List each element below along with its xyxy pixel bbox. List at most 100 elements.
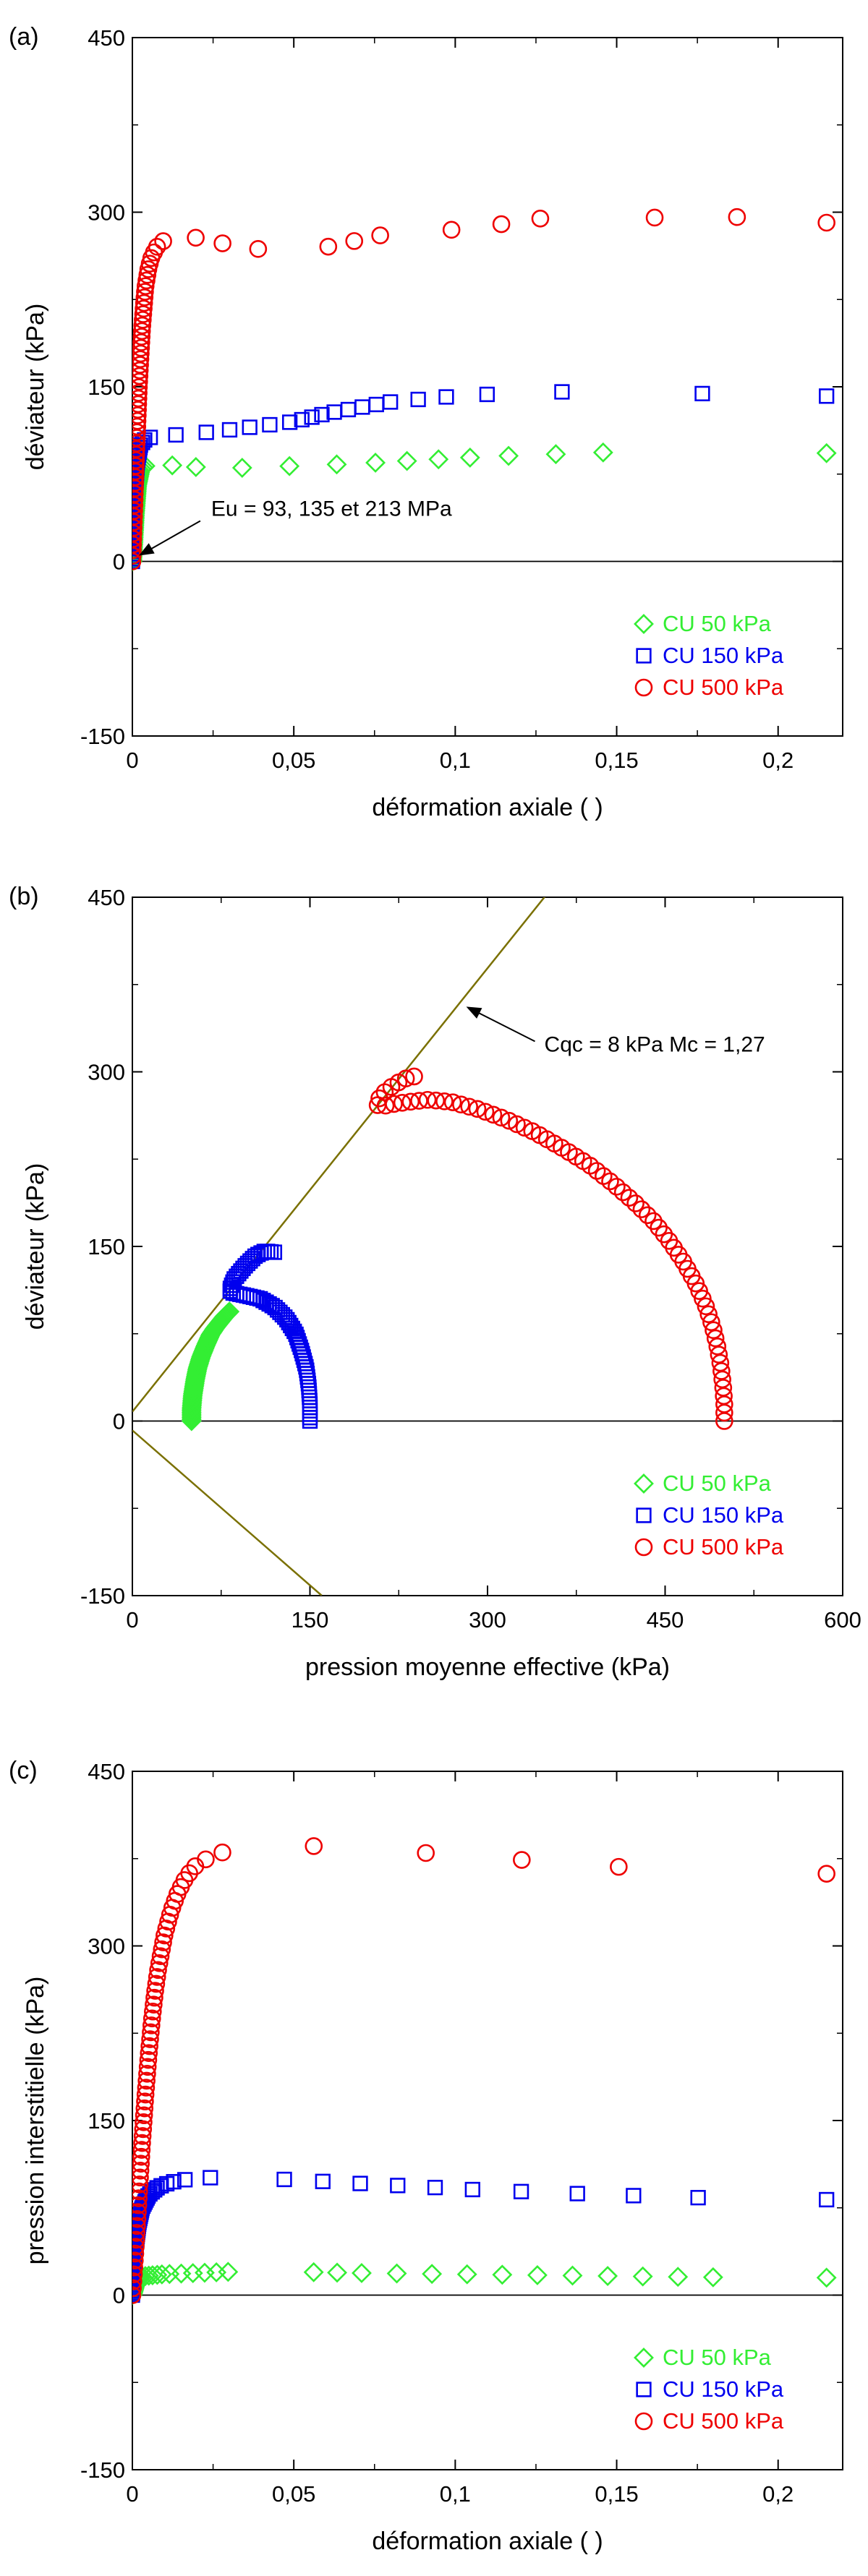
circle-marker — [135, 2099, 154, 2118]
circle-marker — [613, 1183, 632, 1202]
x-axis-label: déformation axiale ( ) — [372, 2528, 603, 2555]
square-marker — [149, 2180, 165, 2196]
circle-marker — [134, 311, 152, 329]
circle-marker — [132, 462, 145, 481]
circle-marker — [132, 2209, 147, 2228]
circle-marker — [319, 237, 338, 256]
circle-marker — [132, 406, 147, 424]
circle-marker — [136, 283, 154, 301]
diamond-marker — [386, 2263, 407, 2284]
circle-marker — [132, 2224, 146, 2242]
legend-label: CU 150 kPa — [663, 643, 784, 668]
legend-label: CU 500 kPa — [663, 2408, 784, 2434]
circle-marker — [513, 1851, 531, 1869]
circle-marker — [132, 468, 145, 487]
square-marker — [153, 2178, 169, 2194]
square-marker — [242, 419, 258, 435]
y-axis-label: pression interstitielle (kPa) — [22, 1977, 49, 2265]
circle-marker — [817, 213, 835, 232]
circle-marker — [626, 1194, 644, 1212]
square-marker — [368, 396, 384, 413]
circle-marker — [608, 1178, 626, 1196]
circle-marker — [500, 1111, 519, 1130]
circle-marker — [138, 265, 157, 284]
circle-marker — [132, 484, 144, 503]
circle-marker — [197, 1850, 215, 1869]
circle-marker — [136, 2085, 155, 2104]
series-cu-150-kpa — [222, 1244, 318, 1429]
circle-marker — [132, 2175, 149, 2194]
circle-marker — [410, 1092, 428, 1110]
circle-marker — [132, 490, 144, 509]
y-axis-label: déviateur (kPa) — [22, 1163, 49, 1330]
x-tick-label: 600 — [824, 1607, 861, 1633]
panel-label: (a) — [9, 23, 39, 51]
diamond-marker — [206, 2262, 227, 2282]
circle-marker — [531, 209, 550, 228]
x-tick-label: 300 — [469, 1607, 506, 1633]
square-marker — [626, 2188, 642, 2204]
diamond-marker — [816, 442, 837, 463]
circle-marker — [132, 445, 145, 464]
circle-marker — [132, 395, 148, 414]
diamond-marker — [527, 2264, 548, 2285]
circle-marker — [135, 2113, 153, 2131]
circle-marker — [132, 435, 146, 453]
circle-marker — [132, 440, 145, 458]
y-tick-label: -150 — [80, 1583, 125, 1609]
circle-marker — [132, 2168, 149, 2187]
square-marker — [294, 411, 310, 428]
circle-marker — [132, 361, 149, 380]
legend-marker — [636, 2382, 652, 2397]
square-marker — [276, 2171, 292, 2188]
circle-marker — [132, 530, 142, 548]
circle-marker — [492, 215, 511, 234]
square-marker — [225, 1274, 241, 1290]
circle-marker — [132, 2286, 142, 2304]
diamond-marker — [422, 2264, 443, 2285]
diamond-marker — [456, 2264, 477, 2285]
circle-marker — [132, 2244, 145, 2263]
circle-marker — [132, 2230, 145, 2249]
legend-marker — [634, 678, 653, 697]
circle-marker — [132, 429, 146, 447]
diamond-marker — [816, 2267, 837, 2288]
circle-marker — [132, 502, 143, 520]
circle-marker — [133, 2127, 152, 2145]
circle-marker — [132, 2154, 150, 2173]
circle-marker — [154, 1933, 172, 1951]
square-marker — [198, 424, 214, 440]
circle-marker — [484, 1105, 503, 1124]
diamond-marker — [231, 458, 252, 478]
diamond-marker — [365, 453, 386, 473]
circle-marker — [132, 552, 142, 570]
series-cu-500-kpa — [132, 207, 835, 570]
square-marker — [464, 2181, 480, 2198]
legend-marker — [634, 1473, 654, 1494]
series-cu-150-kpa — [132, 2170, 835, 2303]
diamond-marker — [279, 455, 300, 476]
circle-marker — [142, 2016, 161, 2034]
x-tick-label: 0 — [126, 2481, 138, 2507]
square-marker — [690, 2190, 706, 2206]
x-tick-label: 0,05 — [272, 2481, 315, 2507]
diamond-marker — [327, 2262, 348, 2283]
series-cu-500-kpa — [132, 1837, 835, 2304]
square-marker — [177, 2172, 193, 2188]
diamond-marker — [545, 444, 566, 465]
circle-marker — [132, 2258, 143, 2277]
circle-marker — [132, 2217, 146, 2235]
circle-marker — [136, 2092, 154, 2110]
circle-marker — [137, 271, 156, 290]
circle-marker — [132, 2161, 150, 2180]
circle-marker — [460, 1097, 478, 1116]
circle-marker — [133, 316, 152, 335]
circle-marker — [153, 1940, 171, 1959]
legend-label: CU 50 kPa — [663, 1471, 772, 1496]
x-tick-label: 0,2 — [762, 2481, 793, 2507]
y-tick-label: 150 — [88, 375, 125, 400]
diamond-marker — [459, 447, 480, 468]
legend-label: CU 50 kPa — [663, 2345, 772, 2370]
